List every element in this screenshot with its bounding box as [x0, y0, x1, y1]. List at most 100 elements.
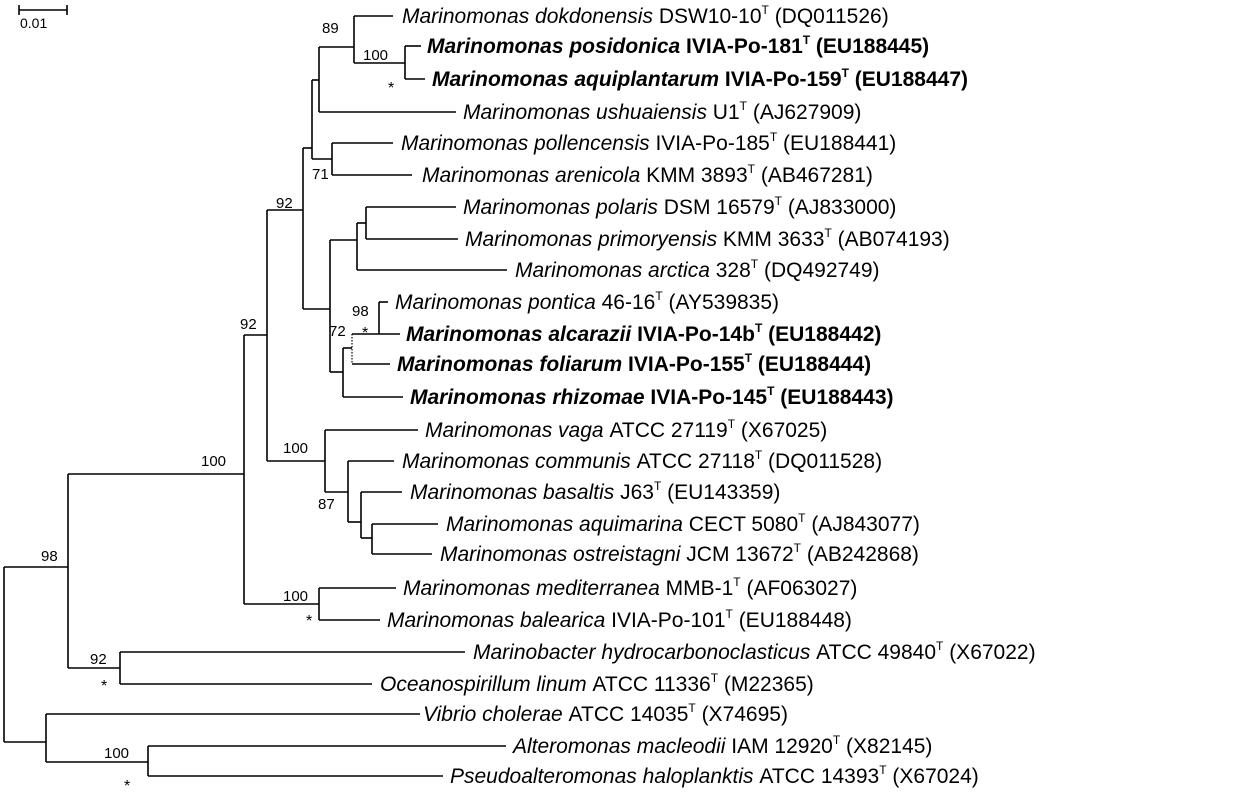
type-strain-mark: T	[767, 384, 775, 398]
bootstrap-value: 87	[318, 496, 335, 513]
taxon-strain: IVIA-Po-159	[725, 68, 842, 91]
type-strain-mark: T	[762, 3, 770, 17]
taxon-label: Marinomonas vaga ATCC 27119T (X67025)	[425, 417, 827, 442]
taxon-accession: (EU188445)	[810, 35, 929, 58]
taxon-species-name: Oceanospirillum linum	[380, 673, 592, 696]
taxon-accession: (AB242868)	[801, 543, 919, 566]
taxon-species-name: Pseudoalteromonas haloplanktis	[450, 765, 759, 788]
taxon-accession: (X67022)	[943, 641, 1035, 664]
taxon-species-name: Marinomonas posidonica	[427, 35, 686, 58]
taxon-strain: J63	[620, 481, 654, 504]
taxon-label: Marinomonas mediterranea MMB-1T (AF06302…	[403, 575, 857, 600]
type-strain-mark: T	[879, 763, 887, 777]
taxon-label: Marinomonas ushuaiensis U1T (AJ627909)	[463, 99, 861, 124]
taxon-accession: (AY539835)	[663, 291, 779, 314]
bootstrap-value: 100	[104, 745, 129, 762]
taxon-label: Marinomonas pollencensis IVIA-Po-185T (E…	[401, 130, 896, 155]
taxon-species-name: Vibrio cholerae	[423, 703, 569, 726]
bootstrap-value: 89	[322, 20, 339, 37]
taxon-strain: ATCC 14393	[759, 765, 879, 788]
asterisk-markers: * * * * *	[101, 80, 394, 795]
type-strain-mark: T	[798, 511, 806, 525]
type-strain-mark: T	[755, 321, 763, 335]
taxon-accession: (X67025)	[735, 419, 827, 442]
taxon-label: Marinomonas basaltis J63T (EU143359)	[410, 479, 780, 504]
taxon-strain: IVIA-Po-155	[628, 353, 745, 376]
taxon-accession: (AJ843077)	[805, 513, 919, 536]
taxon-label: Vibrio cholerae ATCC 14035T (X74695)	[423, 701, 788, 726]
taxon-species-name: Marinomonas balearica	[387, 609, 611, 632]
taxon-species-name: Marinomonas aquiplantarum	[432, 68, 725, 91]
taxon-species-name: Marinomonas primoryensis	[465, 228, 723, 251]
bootstrap-value: 100	[283, 588, 308, 605]
taxon-accession: (X67024)	[887, 765, 979, 788]
taxon-accession: (EU188448)	[733, 609, 852, 632]
taxon-species-name: Marinomonas arenicola	[422, 164, 646, 187]
taxon-accession: (EU188442)	[762, 323, 881, 346]
type-strain-mark: T	[726, 607, 734, 621]
taxon-strain: IVIA-Po-145	[650, 386, 767, 409]
bootstrap-value: 92	[276, 195, 293, 212]
taxon-accession: (AJ627909)	[747, 101, 861, 124]
taxon-strain: CECT 5080	[689, 513, 798, 536]
bootstrap-values: 89 100 71 92 98 72 92 100 87 100 100 98 …	[41, 20, 388, 762]
taxon-strain: JCM 13672	[686, 543, 793, 566]
taxon-label: Oceanospirillum linum ATCC 11336T (M2236…	[380, 671, 814, 696]
type-strain-mark: T	[733, 575, 741, 589]
taxon-species-name: Marinomonas vaga	[425, 419, 609, 442]
type-strain-mark: T	[740, 99, 748, 113]
type-strain-mark: T	[755, 448, 763, 462]
taxon-label: Marinomonas primoryensis KMM 3633T (AB07…	[465, 226, 950, 251]
taxon-strain: ATCC 11336	[592, 673, 710, 696]
taxon-accession: (AF063027)	[741, 577, 858, 600]
taxon-strain: 328	[716, 259, 751, 282]
type-strain-mark: T	[775, 194, 783, 208]
taxon-strain: KMM 3893	[646, 164, 748, 187]
taxon-strain: IVIA-Po-14b	[637, 323, 755, 346]
type-strain-mark: T	[711, 671, 719, 685]
taxon-label: Marinomonas alcarazii IVIA-Po-14bT (EU18…	[406, 321, 881, 346]
taxon-label: Marinomonas arenicola KMM 3893T (AB46728…	[422, 162, 873, 187]
bootstrap-value: 71	[312, 166, 329, 183]
taxon-accession: (X74695)	[696, 703, 788, 726]
asterisk-marker: *	[388, 80, 394, 97]
taxon-accession: (EU188444)	[752, 353, 871, 376]
taxon-strain: ATCC 27119	[609, 419, 727, 442]
type-strain-mark: T	[688, 701, 696, 715]
taxon-species-name: Marinomonas ushuaiensis	[463, 101, 713, 124]
taxon-species-name: Marinomonas mediterranea	[403, 577, 666, 600]
taxon-species-name: Alteromonas macleodii	[511, 735, 731, 758]
taxon-strain: ATCC 49840	[816, 641, 936, 664]
taxon-strain: KMM 3633	[723, 228, 825, 251]
taxon-accession: (M22365)	[718, 673, 814, 696]
bootstrap-value: 92	[90, 651, 107, 668]
taxon-species-name: Marinomonas aquimarina	[446, 513, 689, 536]
taxon-label: Marinomonas ostreistagni JCM 13672T (AB2…	[440, 541, 919, 566]
taxon-label: Marinobacter hydrocarbonoclasticus ATCC …	[473, 639, 1036, 664]
taxon-strain: IVIA-Po-101	[611, 609, 725, 632]
taxon-strain: DSW10-10	[659, 5, 762, 28]
taxon-label: Marinomonas aquiplantarum IVIA-Po-159T (…	[432, 66, 968, 91]
taxon-species-name: Marinomonas arctica	[515, 259, 716, 282]
taxon-label: Alteromonas macleodii IAM 12920T (X82145…	[511, 733, 932, 758]
taxon-accession: (DQ011528)	[762, 450, 882, 473]
taxon-species-name: Marinomonas basaltis	[410, 481, 620, 504]
taxon-strain: DSM 16579	[664, 196, 775, 219]
taxon-strain: U1	[713, 101, 740, 124]
scale-bar: 0.01	[18, 5, 68, 31]
taxon-strain: IVIA-Po-185	[655, 132, 769, 155]
scale-bar-label: 0.01	[20, 15, 47, 31]
type-strain-mark: T	[745, 351, 753, 365]
taxon-accession: (EU188441)	[777, 132, 896, 155]
taxon-accession: (DQ011526)	[769, 5, 889, 28]
type-strain-mark: T	[751, 257, 759, 271]
taxon-label: Marinomonas aquimarina CECT 5080T (AJ843…	[446, 511, 920, 536]
taxon-species-name: Marinomonas alcarazii	[406, 323, 637, 346]
taxon-species-name: Marinomonas polaris	[463, 196, 664, 219]
tree-branches	[3, 15, 507, 777]
bootstrap-value: 100	[201, 453, 226, 470]
type-strain-mark: T	[824, 226, 832, 240]
taxon-species-name: Marinomonas communis	[402, 450, 637, 473]
taxon-label: Pseudoalteromonas haloplanktis ATCC 1439…	[450, 763, 979, 788]
